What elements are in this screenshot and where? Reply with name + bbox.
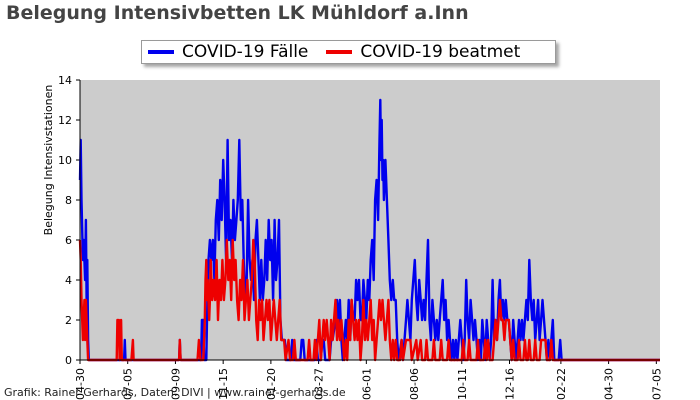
x-tick-label: 08-06 bbox=[408, 368, 421, 400]
y-tick-label: 6 bbox=[65, 234, 72, 247]
x-tick-label: 10-11 bbox=[456, 368, 469, 400]
x-tick-label: 07-05 bbox=[650, 368, 663, 400]
y-tick-label: 2 bbox=[65, 314, 72, 327]
credit-text: Grafik: Rainer Gerhards, Daten: DIVI | w… bbox=[4, 386, 346, 399]
legend-swatch-faelle bbox=[148, 50, 174, 54]
y-tick-label: 12 bbox=[58, 114, 72, 127]
x-tick-label: 06-01 bbox=[360, 368, 373, 400]
y-tick-label: 0 bbox=[65, 354, 72, 367]
legend-swatch-beatmet bbox=[326, 50, 353, 54]
x-tick-label: 11-15 bbox=[217, 368, 230, 400]
legend-item-beatmet: COVID-19 beatmet bbox=[326, 42, 520, 62]
legend-item-faelle: COVID-19 Fälle bbox=[148, 42, 308, 62]
x-tick-label: 03-27 bbox=[313, 368, 326, 400]
y-tick-label: 10 bbox=[58, 154, 72, 167]
x-tick-label: 12-16 bbox=[503, 368, 516, 400]
legend-label-faelle: COVID-19 Fälle bbox=[182, 42, 309, 62]
x-tick-label: 09-09 bbox=[169, 368, 182, 400]
x-tick-label: 07-05 bbox=[122, 368, 135, 400]
chart-title: Belegung Intensivbetten LK Mühldorf a.In… bbox=[6, 2, 469, 24]
series-line-faelle bbox=[78, 98, 660, 362]
x-tick-label: 02-22 bbox=[555, 368, 568, 400]
legend-label-beatmet: COVID-19 beatmet bbox=[360, 42, 521, 62]
x-tick-label: 01-20 bbox=[265, 368, 278, 400]
x-tick-label: 04-30 bbox=[603, 368, 616, 400]
y-axis-label: Belegung Intensivstationen bbox=[42, 85, 55, 236]
y-tick-label: 4 bbox=[65, 274, 72, 287]
legend: COVID-19 Fälle COVID-19 beatmet bbox=[141, 40, 556, 64]
y-tick-label: 8 bbox=[65, 194, 72, 207]
x-tick-label: 04-30 bbox=[74, 368, 87, 400]
y-tick-label: 14 bbox=[58, 74, 72, 87]
